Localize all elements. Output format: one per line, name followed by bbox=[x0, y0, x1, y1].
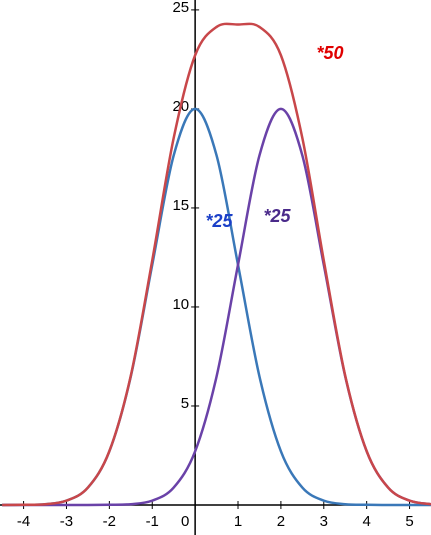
x-tick-label: -3 bbox=[60, 513, 73, 530]
annotation: *25 bbox=[205, 211, 233, 231]
y-tick-label: 25 bbox=[172, 0, 189, 16]
x-tick-label: 3 bbox=[320, 513, 328, 530]
curve bbox=[2, 107, 431, 507]
x-tick-label: 1 bbox=[234, 513, 242, 530]
y-tick-label: 5 bbox=[181, 395, 189, 412]
x-tick-label: 5 bbox=[405, 513, 413, 530]
annotation: *50 bbox=[316, 43, 343, 63]
annotation: *25 bbox=[263, 206, 291, 226]
x-tick-label: -2 bbox=[103, 513, 116, 530]
curve bbox=[2, 22, 431, 507]
x-tick-label: -1 bbox=[146, 513, 159, 530]
y-tick-label: 10 bbox=[172, 296, 189, 313]
x-tick-label: 4 bbox=[362, 513, 370, 530]
x-tick-label: 2 bbox=[277, 513, 285, 530]
x-tick-label: -4 bbox=[17, 513, 30, 530]
curve bbox=[2, 107, 431, 507]
y-tick-label: 15 bbox=[172, 197, 189, 214]
x-tick-label: 0 bbox=[181, 513, 189, 530]
